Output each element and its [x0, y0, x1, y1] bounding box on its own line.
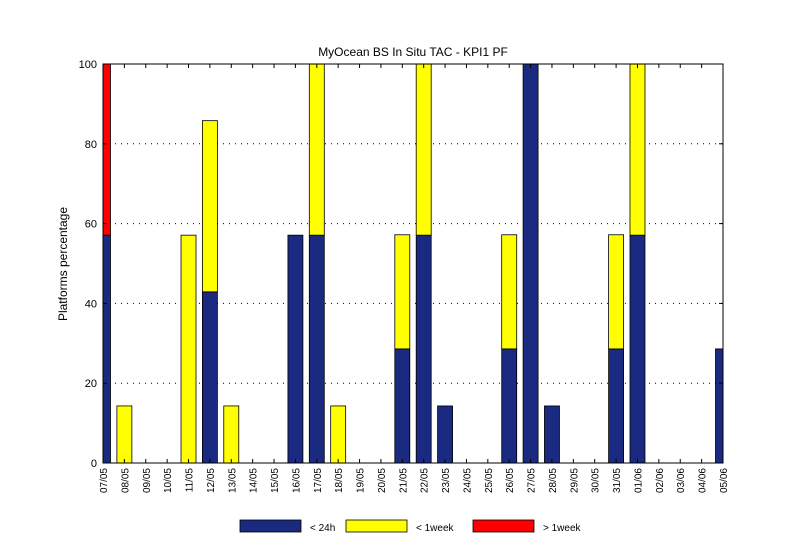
- bar: [308, 234, 325, 464]
- legend-swatch: [472, 519, 535, 533]
- x-tick-label: 10/05: [163, 468, 174, 493]
- x-tick-label: 04/06: [698, 468, 709, 493]
- bars: [102, 63, 724, 464]
- bar: [180, 234, 197, 464]
- x-tick-label: 07/05: [99, 468, 110, 493]
- x-tick-label: 26/05: [505, 468, 516, 493]
- chart-title: MyOcean BS In Situ TAC - KPI1 PF: [318, 45, 508, 59]
- bar: [415, 63, 432, 236]
- bar: [394, 234, 411, 350]
- x-tick-label: 03/06: [676, 468, 687, 493]
- bar: [715, 348, 724, 464]
- bar: [201, 291, 218, 464]
- bar: [544, 405, 560, 464]
- bar: [102, 63, 111, 236]
- y-tick-label: 80: [85, 139, 97, 151]
- x-tick-label: 09/05: [142, 468, 153, 493]
- x-tick-label: 28/05: [548, 468, 559, 493]
- bar: [116, 405, 133, 464]
- bar: [394, 348, 411, 464]
- x-tick-label: 23/05: [441, 468, 452, 493]
- y-axis-label: Platforms percentage: [56, 207, 70, 321]
- bar: [501, 234, 518, 350]
- x-tick-label: 27/05: [527, 468, 538, 493]
- bar: [415, 234, 432, 464]
- legend-swatch: [345, 519, 408, 533]
- x-tick-label: 01/06: [633, 468, 644, 493]
- y-tick-label: 0: [91, 458, 97, 470]
- legend: < 24h < 1week > 1week: [239, 519, 582, 534]
- plot-frame: [102, 63, 724, 464]
- x-tick-label: 25/05: [484, 468, 495, 493]
- bar: [522, 63, 539, 464]
- x-tick-label: 02/06: [655, 468, 666, 493]
- bar: [102, 234, 111, 464]
- y-tick-label: 20: [85, 378, 97, 390]
- x-tick-label: 17/05: [313, 468, 324, 493]
- x-tick-label: 18/05: [334, 468, 345, 493]
- x-tick-label: 24/05: [462, 468, 473, 493]
- x-tick-label: 29/05: [569, 468, 580, 493]
- bar: [308, 63, 325, 236]
- legend-swatch: [239, 519, 302, 533]
- x-tick-label: 11/05: [185, 468, 196, 493]
- x-tick-label: 13/05: [227, 468, 238, 493]
- y-axis: 0 20 40 60 80 100: [79, 59, 723, 470]
- bar: [629, 234, 646, 464]
- bar: [629, 63, 646, 236]
- bar: [437, 405, 453, 464]
- bar: [223, 405, 240, 464]
- y-tick-label: 40: [85, 298, 97, 310]
- x-tick-label: 21/05: [398, 468, 409, 493]
- x-tick-label: 19/05: [356, 468, 367, 493]
- x-tick-label: 05/06: [719, 468, 730, 493]
- y-tick-label: 100: [79, 59, 97, 71]
- x-tick-label: 15/05: [270, 468, 281, 493]
- x-tick-label: 31/05: [612, 468, 623, 493]
- x-tick-label: 08/05: [120, 468, 131, 493]
- x-tick-label: 16/05: [291, 468, 302, 493]
- y-tick-label: 60: [85, 219, 97, 231]
- x-axis: 07/05 08/05 09/05 10/05 11/05 12/05 13/05 14/05…: [99, 64, 730, 493]
- x-tick-label: 22/05: [420, 468, 431, 493]
- legend-label: < 24h: [310, 523, 335, 534]
- x-tick-label: 30/05: [591, 468, 602, 493]
- legend-label: > 1week: [543, 523, 582, 534]
- bar: [608, 348, 625, 464]
- x-tick-label: 20/05: [377, 468, 388, 493]
- bar: [330, 405, 347, 464]
- bar: [501, 348, 518, 464]
- x-tick-label: 14/05: [249, 468, 260, 493]
- x-tick-label: 12/05: [206, 468, 217, 493]
- legend-label: < 1week: [416, 523, 455, 534]
- bar: [201, 120, 218, 293]
- bar: [287, 234, 304, 464]
- bar: [608, 234, 625, 350]
